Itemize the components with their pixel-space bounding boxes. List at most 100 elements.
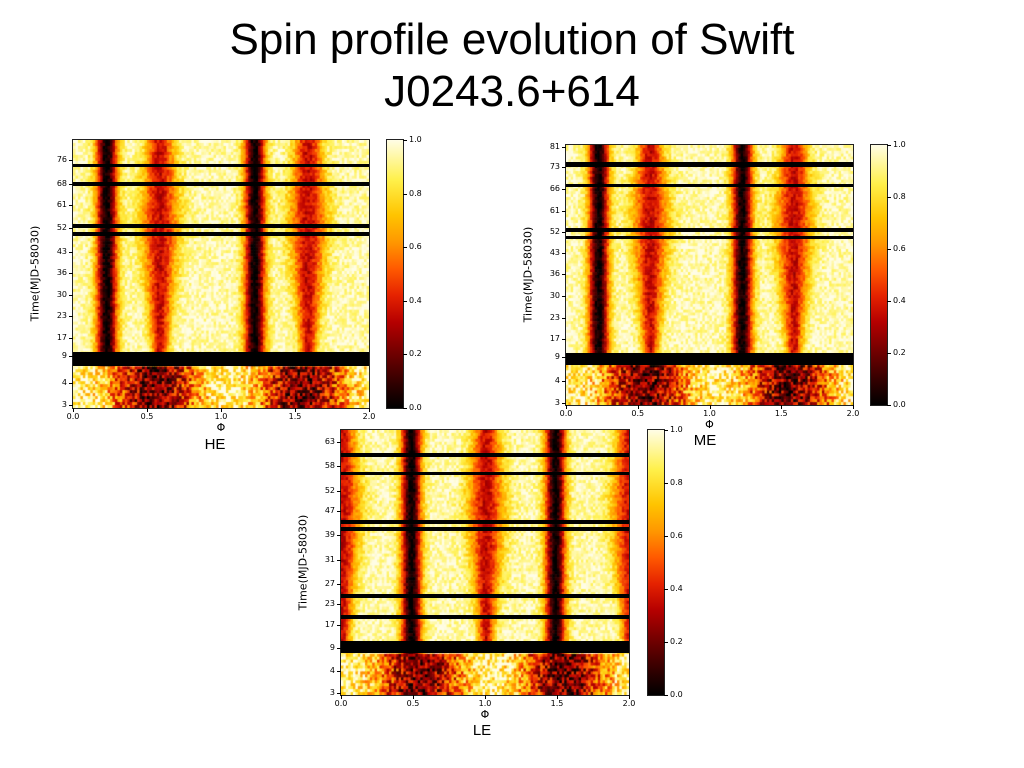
data-gap-band [566,228,853,232]
colorbar-tick-label: 0.6 [409,242,422,252]
y-tick [562,381,566,382]
colorbar-tick-label: 0.4 [893,296,906,305]
x-tick-label: 1.0 [478,699,492,708]
data-gap-band [341,520,629,524]
y-tick-label: 17 [56,333,67,342]
y-tick [69,184,73,185]
y-tick [337,693,341,694]
y-tick [337,511,341,512]
x-tick-label: 0.0 [334,699,348,708]
x-axis-label: Φ [480,708,490,721]
x-tick [221,408,222,412]
y-tick-label: 61 [56,200,67,209]
y-tick [562,296,566,297]
colorbar-tick [664,695,668,696]
y-tick-label: 81 [549,142,560,151]
colorbar-tick-label: 0.6 [893,244,906,253]
colorbar-tick-label: 0.0 [670,690,683,699]
x-tick [637,405,639,409]
colorbar-tick [664,642,668,643]
y-tick [562,318,566,319]
colorbar-tick [887,249,891,250]
y-tick [69,383,73,384]
y-tick-label: 30 [549,291,560,300]
colorbar-tick-label: 0.8 [670,478,683,487]
data-gap-band [73,164,369,167]
y-tick [562,211,566,212]
colorbar-tick [887,353,891,354]
y-tick-label: 36 [549,269,560,278]
y-tick-label: 23 [549,313,560,322]
x-tick [73,408,74,412]
y-tick-label: 3 [554,398,560,407]
y-tick [69,295,73,296]
y-tick [337,491,341,492]
y-tick-label: 30 [56,290,67,299]
y-tick [337,535,341,536]
heatmap-cells [341,430,629,695]
x-axis-label: Φ [216,421,226,434]
y-tick-label: 58 [324,461,335,470]
y-tick-label: 66 [549,184,560,193]
y-tick [337,625,341,626]
colorbar-tick [403,408,407,409]
y-tick-label: 4 [329,666,335,675]
colorbar-tick-label: 0.4 [409,295,422,305]
x-tick-label: 1.0 [703,409,716,418]
x-tick [566,405,567,409]
x-tick-label: 0.5 [406,699,420,708]
colorbar-tick-label: 0.6 [670,531,683,540]
title-line-1: Spin profile evolution of Swift [229,15,795,64]
y-tick [562,403,566,404]
x-tick-label: 0.0 [66,412,80,421]
data-gap-band [73,232,369,236]
y-tick-label: 17 [324,620,335,629]
y-tick-label: 43 [549,248,560,257]
colorbar-tick-label: 1.0 [409,135,422,144]
data-gap-band [566,184,853,187]
y-tick-label: 43 [56,247,67,256]
colorbar-tick [664,536,668,537]
x-tick-label: 2.0 [846,409,860,418]
y-tick [562,189,566,190]
y-tick [337,466,341,467]
colorbar-tick [403,300,407,302]
y-tick-label: 31 [324,555,335,564]
data-gap-band [566,353,853,365]
y-tick-label: 52 [324,486,335,495]
y-tick [562,147,566,148]
x-tick-label: 1.0 [214,412,228,421]
y-tick-label: 3 [61,400,67,409]
x-tick [413,695,414,699]
colorbar-tick-label: 0.0 [409,403,422,412]
colorbar-tick [403,354,407,356]
x-tick [369,408,370,412]
y-tick [69,228,73,229]
y-tick-label: 73 [549,162,560,171]
y-tick-label: 63 [324,437,335,446]
y-tick-label: 23 [324,599,335,608]
x-axis-label: Φ [705,418,714,431]
y-tick [337,560,341,561]
x-tick [781,405,783,409]
x-tick-label: 0.0 [559,409,573,418]
energy-band-label: HE [204,436,226,453]
colorbar-tick-label: 0.0 [893,400,906,409]
y-tick [337,604,341,605]
x-tick [557,695,558,699]
data-gap-band [566,236,853,239]
y-tick-label: 17 [549,334,560,343]
energy-band-label: LE [472,722,492,739]
data-gap-band [341,472,629,475]
data-gap-band [73,352,369,366]
colorbar-tick-label: 0.2 [670,637,683,646]
colorbar-tick-label: 0.8 [409,188,422,198]
y-tick [69,405,73,406]
colorbar-tick-label: 0.8 [893,192,906,201]
heatmap-image [565,144,854,406]
y-tick [562,357,566,358]
data-gap-band [73,224,369,228]
data-gap-band [73,182,369,186]
y-tick-label: 68 [56,179,67,188]
colorbar-tick [403,140,407,141]
